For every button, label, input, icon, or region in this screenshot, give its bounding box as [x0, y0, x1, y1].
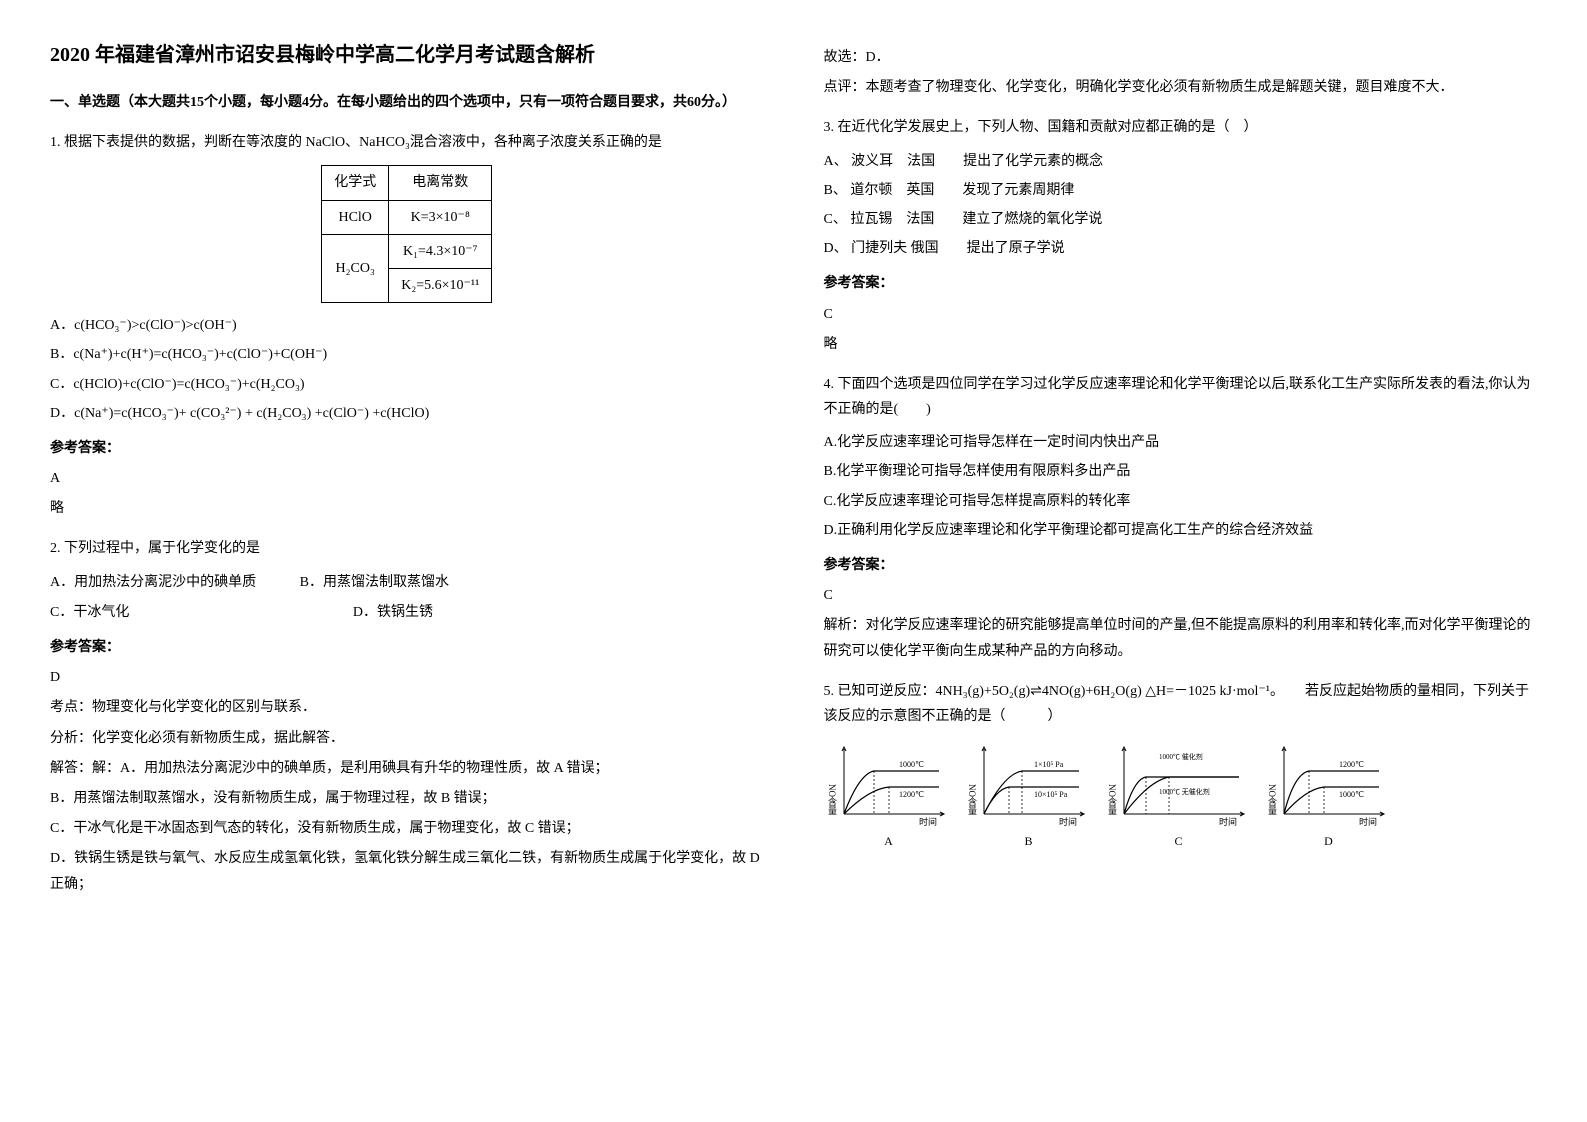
chart-a-line1: 1000℃	[899, 760, 924, 769]
chart-d-ylabel: NO含量	[1267, 784, 1277, 815]
q1-answer: A	[50, 466, 764, 491]
q1-option-a: A．c(HCO₃⁻)>c(ClO⁻)>c(OH⁻)	[50, 313, 764, 338]
q4-option-b: B.化学平衡理论可指导怎样使用有限原料多出产品	[824, 459, 1538, 484]
q3-answer-label: 参考答案：	[824, 271, 1538, 296]
q5-text: 5. 已知可逆反应：4NH₃(g)+5O₂(g)⇌4NO(g)+6H₂O(g) …	[824, 679, 1538, 729]
q2-option-c: C．干冰气化	[50, 600, 129, 625]
chart-c-label: C	[1174, 831, 1182, 853]
q4-answer-label: 参考答案：	[824, 553, 1538, 578]
q3-option-c: C、 拉瓦锡 法国 建立了燃烧的氧化学说	[824, 207, 1538, 232]
chart-a-line2: 1200℃	[899, 790, 924, 799]
q2-exp3: 解答：解：A．用加热法分离泥沙中的碘单质，是利用碘具有升华的物理性质，故 A 错…	[50, 756, 764, 781]
q2-answer: D	[50, 665, 764, 690]
table-header: 化学式	[322, 166, 389, 200]
question-1: 1. 根据下表提供的数据，判断在等浓度的 NaClO、NaHCO₃混合溶液中，各…	[50, 130, 764, 521]
question-2: 2. 下列过程中，属于化学变化的是 A．用加热法分离泥沙中的碘单质 B．用蒸馏法…	[50, 536, 764, 896]
q2-exp4: B．用蒸馏法制取蒸馏水，没有新物质生成，属于物理过程，故 B 错误；	[50, 786, 764, 811]
q2-exp6: D．铁锅生锈是铁与氧气、水反应生成氢氧化铁，氢氧化铁分解生成三氧化二铁，有新物质…	[50, 846, 764, 896]
q3-option-a: A、 波义耳 法国 提出了化学元素的概念	[824, 149, 1538, 174]
q1-option-d: D．c(Na⁺)=c(HCO₃⁻)+ c(CO₃²⁻) + c(H₂CO₃) +…	[50, 401, 764, 426]
chart-d-svg: NO含量 1200℃ 1000℃ 时间	[1264, 739, 1394, 829]
chart-b-ylabel: NO含量	[967, 784, 977, 815]
q2-option-d: D．铁锅生锈	[353, 600, 433, 625]
charts-row: NO含量 1000℃ 1200℃ 时间 A NO含量	[824, 739, 1538, 853]
chart-b: NO含量 1×10⁵ Pa 10×10⁵ Pa 时间 B	[964, 739, 1094, 853]
q3-answer: C	[824, 302, 1538, 327]
q2-text: 2. 下列过程中，属于化学变化的是	[50, 536, 764, 561]
q4-exp1: 解析：对化学反应速率理论的研究能够提高单位时间的产量,但不能提高原料的利用率和转…	[824, 613, 1538, 663]
q1-option-b: B．c(Na⁺)+c(H⁺)=c(HCO₃⁻)+c(ClO⁻)+C(OH⁻)	[50, 342, 764, 367]
question-5: 5. 已知可逆反应：4NH₃(g)+5O₂(g)⇌4NO(g)+6H₂O(g) …	[824, 679, 1538, 853]
chart-c-line2: 1000℃ 无催化剂	[1159, 787, 1210, 796]
chart-a-xlabel: 时间	[919, 816, 937, 827]
q4-answer: C	[824, 583, 1538, 608]
chart-b-svg: NO含量 1×10⁵ Pa 10×10⁵ Pa 时间	[964, 739, 1094, 829]
chart-c-ylabel: NO含量	[1107, 784, 1117, 815]
table-cell: K=3×10⁻⁸	[389, 200, 492, 234]
q1-option-c: C．c(HClO)+c(ClO⁻)=c(HCO₃⁻)+c(H₂CO₃)	[50, 372, 764, 397]
chart-b-label: B	[1024, 831, 1032, 853]
q1-table: 化学式 电离常数 HClO K=3×10⁻⁸ H₂CO₃ K₁=4.3×10⁻⁷…	[321, 165, 492, 303]
section-header: 一、单选题（本大题共15个小题，每小题4分。在每小题给出的四个选项中，只有一项符…	[50, 90, 764, 115]
question-3: 3. 在近代化学发展史上，下列人物、国籍和贡献对应都正确的是（ ） A、 波义耳…	[824, 115, 1538, 357]
chart-a-ylabel: NO含量	[827, 784, 837, 815]
chart-c: NO含量 1000℃ 催化剂 1000℃ 无催化剂 时间 C	[1104, 739, 1254, 853]
chart-b-xlabel: 时间	[1059, 816, 1077, 827]
chart-a: NO含量 1000℃ 1200℃ 时间 A	[824, 739, 954, 853]
chart-b-line2: 10×10⁵ Pa	[1034, 790, 1068, 799]
chart-d-label: D	[1324, 831, 1333, 853]
table-cell: K₂=5.6×10⁻¹¹	[389, 268, 492, 302]
q4-text: 4. 下面四个选项是四位同学在学习过化学反应速率理论和化学平衡理论以后,联系化工…	[824, 372, 1538, 422]
q1-note: 略	[50, 496, 764, 521]
q2-option-b: B．用蒸馏法制取蒸馏水	[300, 570, 449, 595]
q2-exp1: 考点：物理变化与化学变化的区别与联系．	[50, 695, 764, 720]
chart-c-line1: 1000℃ 催化剂	[1159, 752, 1203, 761]
chart-c-svg: NO含量 1000℃ 催化剂 1000℃ 无催化剂 时间	[1104, 739, 1254, 829]
table-cell: K₁=4.3×10⁻⁷	[389, 234, 492, 268]
table-cell: H₂CO₃	[322, 234, 389, 302]
chart-d: NO含量 1200℃ 1000℃ 时间 D	[1264, 739, 1394, 853]
table-cell: HClO	[322, 200, 389, 234]
table-header: 电离常数	[389, 166, 492, 200]
chart-c-xlabel: 时间	[1219, 816, 1237, 827]
q3-option-d: D、 门捷列夫 俄国 提出了原子学说	[824, 236, 1538, 261]
q2-answer-label: 参考答案：	[50, 635, 764, 660]
chart-a-svg: NO含量 1000℃ 1200℃ 时间	[824, 739, 954, 829]
q2-option-a: A．用加热法分离泥沙中的碘单质	[50, 570, 256, 595]
q2-exp7: 故选：D．	[824, 45, 1538, 70]
q1-answer-label: 参考答案：	[50, 436, 764, 461]
chart-a-label: A	[884, 831, 893, 853]
q3-text: 3. 在近代化学发展史上，下列人物、国籍和贡献对应都正确的是（ ）	[824, 115, 1538, 140]
chart-d-line1: 1200℃	[1339, 760, 1364, 769]
q3-option-b: B、 道尔顿 英国 发现了元素周期律	[824, 178, 1538, 203]
page-title: 2020 年福建省漳州市诏安县梅岭中学高二化学月考试题含解析	[50, 40, 764, 70]
chart-d-line2: 1000℃	[1339, 790, 1364, 799]
q2-exp8: 点评：本题考查了物理变化、化学变化，明确化学变化必须有新物质生成是解题关键，题目…	[824, 75, 1538, 100]
q4-option-d: D.正确利用化学反应速率理论和化学平衡理论都可提高化工生产的综合经济效益	[824, 518, 1538, 543]
chart-d-xlabel: 时间	[1359, 816, 1377, 827]
q4-option-c: C.化学反应速率理论可指导怎样提高原料的转化率	[824, 489, 1538, 514]
q2-exp5: C．干冰气化是干冰固态到气态的转化，没有新物质生成，属于物理变化，故 C 错误；	[50, 816, 764, 841]
q4-option-a: A.化学反应速率理论可指导怎样在一定时间内快出产品	[824, 430, 1538, 455]
question-4: 4. 下面四个选项是四位同学在学习过化学反应速率理论和化学平衡理论以后,联系化工…	[824, 372, 1538, 664]
chart-b-line1: 1×10⁵ Pa	[1034, 760, 1064, 769]
q1-text: 1. 根据下表提供的数据，判断在等浓度的 NaClO、NaHCO₃混合溶液中，各…	[50, 130, 764, 155]
q2-exp2: 分析：化学变化必须有新物质生成，据此解答．	[50, 726, 764, 751]
q3-note: 略	[824, 332, 1538, 357]
